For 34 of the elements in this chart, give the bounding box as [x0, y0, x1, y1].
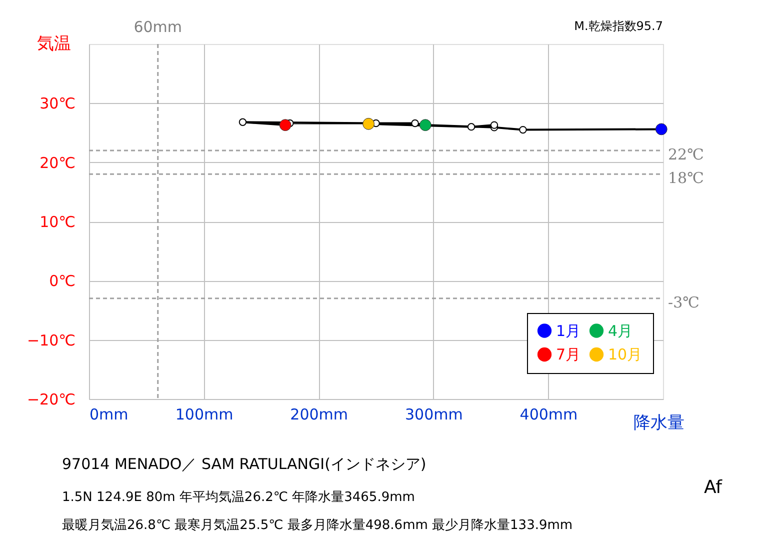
x-tick-label: 100mm — [175, 406, 234, 424]
point — [362, 118, 374, 130]
legend-label: 1月 — [556, 322, 581, 340]
y-tick-label: 0℃ — [49, 272, 76, 290]
ref-line-label: 22℃ — [668, 146, 704, 164]
y-tick-label: 20℃ — [40, 154, 76, 172]
x-tick-label: 0mm — [90, 406, 128, 424]
y-tick-label: −10℃ — [26, 331, 76, 350]
y-tick-label: 10℃ — [40, 213, 76, 231]
y-axis-title: 気温 — [37, 34, 71, 54]
point — [419, 119, 432, 131]
legend-label: 7月 — [556, 346, 581, 364]
point — [655, 123, 668, 136]
y-tick-label: 30℃ — [40, 94, 76, 113]
text: Af — [704, 477, 723, 498]
point — [411, 119, 419, 128]
point — [467, 122, 476, 131]
x-tick-label: 400mm — [520, 406, 578, 424]
text: 最暖月気温26.8℃ 最寒月気温25.5℃ 最多月降水量498.6mm 最少月降水量133.9mm — [62, 517, 573, 533]
point — [490, 121, 498, 129]
ref-line-label: 60mm — [134, 18, 182, 36]
text: 97014 MENADO／ SAM RATULANGI(インドネシア) — [62, 455, 426, 473]
y-tick-label: −20℃ — [26, 390, 76, 408]
x-axis-title: 降水量 — [634, 413, 684, 433]
text: 1.5N 124.9E 80m 年平均気温26.2℃ 年降水量3465.9mm — [62, 490, 415, 505]
x-tick-label: 200mm — [290, 406, 348, 424]
text: M.乾燥指数95.7 — [574, 19, 663, 33]
x-tick-label: 300mm — [404, 406, 463, 424]
point — [519, 126, 527, 134]
ref-line-label: -3℃ — [668, 293, 700, 312]
ref-line-label: 18℃ — [668, 169, 704, 188]
legend-label: 10月 — [608, 346, 642, 364]
legend-label: 4月 — [608, 322, 633, 340]
point — [238, 118, 247, 126]
